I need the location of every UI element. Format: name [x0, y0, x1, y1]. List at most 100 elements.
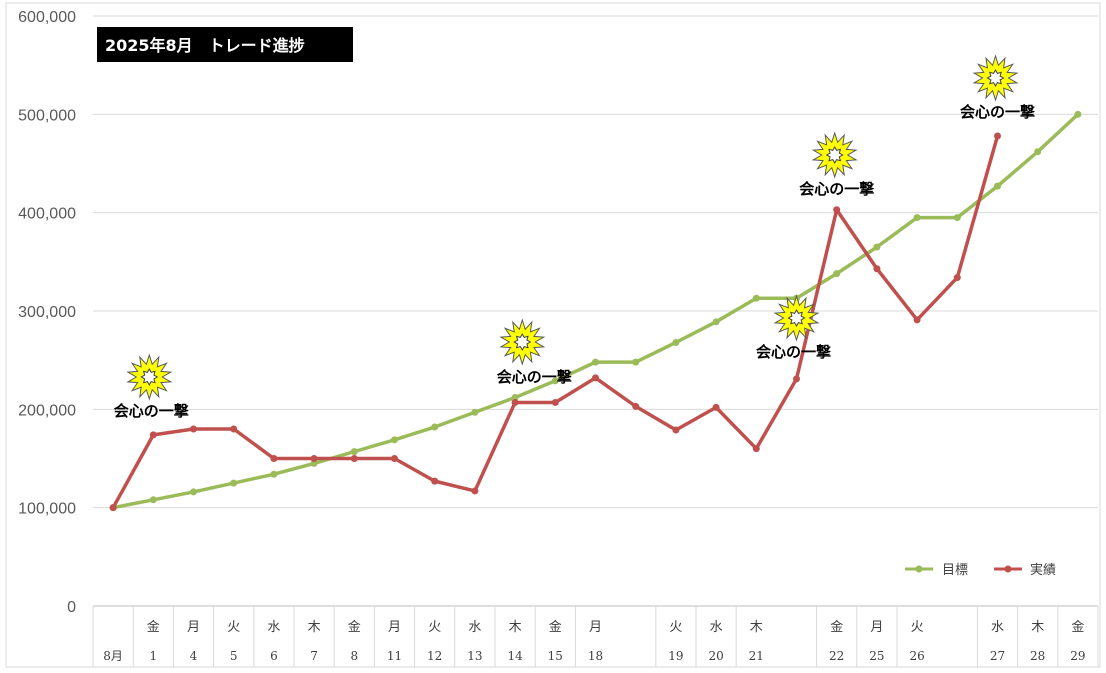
- x-day-label: 27: [990, 649, 1005, 663]
- x-weekday-label: 水: [710, 620, 723, 635]
- x-day-label: 21: [749, 649, 764, 663]
- legend-item-actual: 実績: [994, 562, 1056, 578]
- data-point: [712, 403, 720, 411]
- x-weekday-label: 月: [870, 620, 883, 635]
- y-tick-label: 100,000: [18, 501, 76, 518]
- data-point: [592, 358, 599, 366]
- callout-label: 会心の一撃: [756, 343, 831, 361]
- data-point: [190, 488, 197, 496]
- data-point: [712, 318, 720, 326]
- x-weekday-label: 金: [830, 619, 843, 635]
- x-day-label: 8: [350, 649, 358, 663]
- x-day-label: 28: [1030, 649, 1045, 663]
- x-day-label: 11: [387, 649, 402, 663]
- x-day-label: 6: [270, 649, 278, 663]
- data-point: [632, 358, 640, 366]
- legend-marker-target: [915, 565, 923, 573]
- data-point: [391, 455, 398, 462]
- chart-title-text: 2025年8月 トレード進捗: [105, 36, 305, 55]
- data-point: [752, 445, 760, 453]
- data-point: [592, 374, 599, 382]
- y-tick-label: 200,000: [18, 402, 76, 419]
- series: [109, 110, 1082, 512]
- chart-title: 2025年8月 トレード進捗: [97, 27, 353, 62]
- data-point: [310, 459, 318, 467]
- data-point: [833, 206, 841, 214]
- callout-label: 会心の一撃: [114, 402, 189, 420]
- legend-label-target: 目標: [942, 563, 968, 578]
- x-weekday-label: 水: [468, 620, 481, 635]
- data-point: [431, 423, 439, 431]
- x-day-label: 8月: [103, 649, 123, 663]
- data-point: [511, 398, 519, 406]
- x-weekday-label: 金: [549, 619, 562, 635]
- burst-icon: [972, 54, 1019, 102]
- x-day-label: 20: [708, 649, 723, 663]
- data-point: [551, 377, 559, 385]
- data-point: [672, 426, 680, 434]
- legend: 目標 実績: [905, 562, 1056, 578]
- data-point: [149, 431, 157, 439]
- data-point: [873, 265, 881, 273]
- data-point: [632, 402, 640, 410]
- x-day-label: 12: [427, 649, 442, 663]
- x-weekday-label: 水: [267, 620, 280, 635]
- data-point: [471, 408, 479, 416]
- burst-icon: [811, 131, 858, 179]
- x-day-label: 29: [1070, 649, 1085, 663]
- x-day-label: 7: [310, 649, 318, 663]
- x-weekday-label: 水: [991, 620, 1004, 635]
- x-day-label: 5: [230, 649, 238, 663]
- x-day-label: 13: [467, 649, 482, 663]
- y-tick-label: 500,000: [18, 107, 76, 124]
- x-day-label: 26: [909, 649, 924, 663]
- x-day-label: 25: [869, 649, 884, 663]
- x-day-label: 14: [507, 649, 523, 663]
- x-day-label: 18: [588, 649, 603, 663]
- x-weekday-label: 火: [428, 620, 441, 635]
- x-weekday-label: 金: [348, 619, 361, 635]
- data-point: [953, 214, 961, 222]
- data-point: [1074, 110, 1082, 118]
- x-weekday-label: 金: [147, 619, 160, 635]
- burst-icon: [126, 353, 173, 401]
- x-weekday-label: 木: [509, 620, 522, 635]
- data-point: [350, 455, 358, 462]
- data-point: [350, 448, 358, 456]
- data-point: [793, 375, 800, 383]
- data-point: [833, 270, 841, 278]
- x-weekday-label: 木: [1031, 620, 1044, 635]
- data-point: [190, 425, 197, 433]
- x-axis: 8月金1月4火5水6木7金8月11火12水13木14金15月18火19水20木2…: [92, 606, 1099, 667]
- data-point: [270, 470, 278, 478]
- data-point: [431, 477, 439, 485]
- x-weekday-label: 火: [911, 620, 924, 635]
- x-day-label: 1: [149, 649, 157, 663]
- data-point: [994, 182, 1001, 190]
- x-day-label: 15: [548, 649, 563, 663]
- y-tick-label: 600,000: [18, 9, 76, 26]
- data-point: [913, 214, 921, 222]
- y-tick-label: 300,000: [18, 304, 76, 321]
- x-day-label: 19: [668, 649, 683, 663]
- data-point: [149, 496, 157, 504]
- x-weekday-label: 月: [388, 620, 401, 635]
- x-weekday-label: 金: [1071, 619, 1084, 635]
- x-weekday-label: 月: [589, 620, 602, 635]
- gridlines: [93, 15, 1098, 607]
- legend-marker-actual: [1004, 565, 1012, 573]
- data-point: [873, 243, 881, 251]
- callout-label: 会心の一撃: [799, 180, 874, 198]
- data-point: [109, 504, 117, 512]
- data-point: [471, 487, 479, 495]
- x-weekday-label: 火: [227, 620, 240, 635]
- x-weekday-label: 木: [750, 620, 763, 635]
- data-point: [511, 394, 519, 402]
- x-day-label: 22: [829, 649, 844, 663]
- data-point: [230, 479, 238, 487]
- callout-label: 会心の一撃: [960, 103, 1035, 121]
- data-point: [230, 425, 238, 433]
